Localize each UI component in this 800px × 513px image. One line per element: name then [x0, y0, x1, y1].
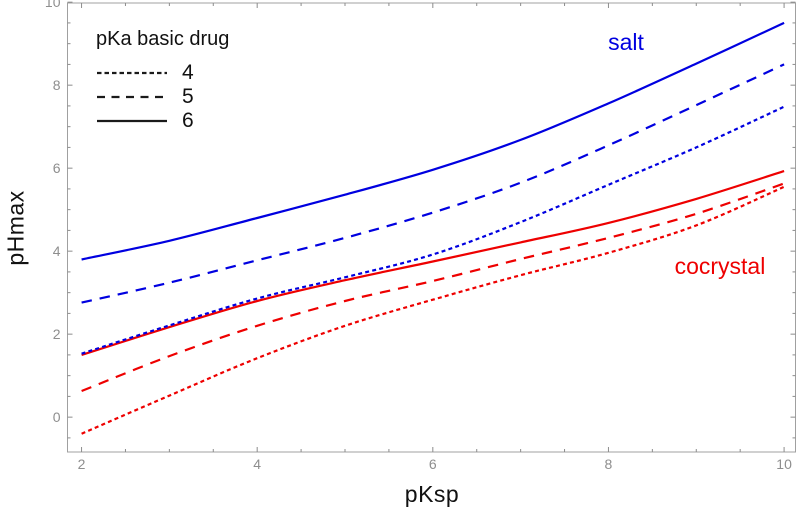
- legend-line-sample: [97, 95, 167, 99]
- curve-salt-pKa6: [81, 21, 785, 261]
- y-tick-label: 10: [45, 0, 61, 10]
- legend-title: pKa basic drug: [96, 28, 230, 50]
- x-tick-label: 6: [429, 456, 437, 472]
- legend-item-label: 6: [182, 109, 194, 132]
- x-tick-label: 2: [78, 456, 86, 472]
- x-tick-label: 8: [605, 456, 613, 472]
- curve-cocrystal-pKa6: [81, 170, 785, 356]
- y-tick-label: 4: [53, 243, 61, 259]
- legend-item-label: 4: [182, 61, 194, 84]
- x-axis-title: pKsp: [404, 481, 460, 507]
- x-tick-label: 10: [776, 456, 792, 472]
- plot-frame: [67, 2, 796, 453]
- curve-salt-pKa5: [81, 63, 785, 304]
- x-tick-label: 4: [253, 456, 261, 472]
- y-tick-label: 0: [53, 409, 61, 425]
- y-tick-label: 6: [53, 160, 61, 176]
- series-label-salt: salt: [608, 29, 644, 55]
- curve-cocrystal-pKa5: [81, 182, 785, 393]
- legend-line-sample: [97, 71, 167, 75]
- y-axis-title: pHmax: [2, 190, 29, 266]
- legend-line-sample: [97, 119, 167, 123]
- legend-item-label: 5: [182, 85, 194, 108]
- legend-item-pka-5: 5: [96, 85, 229, 109]
- curve-salt-pKa4: [81, 105, 785, 355]
- y-tick-label: 2: [53, 326, 61, 342]
- series-label-cocrystal: cocrystal: [675, 253, 766, 279]
- legend-item-pka-6: 6: [96, 109, 229, 133]
- y-tick-label: 8: [53, 77, 61, 93]
- curve-cocrystal-pKa4: [81, 185, 785, 435]
- legend-item-pka-4: 4: [96, 61, 229, 85]
